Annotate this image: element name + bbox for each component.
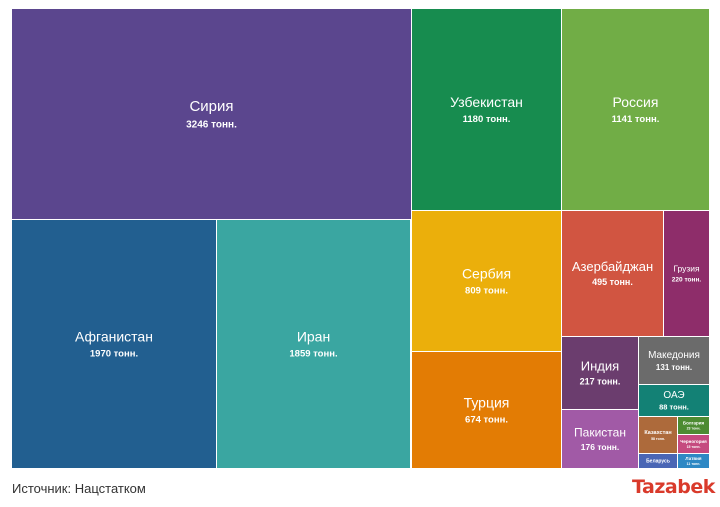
- treemap-tile: [639, 337, 709, 384]
- tile-label: Пакистан: [574, 425, 626, 439]
- tile-value-label: 23 тонн.: [687, 427, 701, 431]
- tile-label: Македония: [648, 350, 700, 361]
- tile-label: Казахстан: [644, 430, 671, 436]
- tile-value-label: 131 тонн.: [656, 363, 692, 372]
- tile-label: Сирия: [189, 98, 233, 115]
- tile-value-label: 3246 тонн.: [186, 119, 237, 130]
- tile-value-label: 809 тонн.: [465, 285, 508, 296]
- tile-value-label: 674 тонн.: [465, 414, 508, 425]
- tile-value-label: 495 тонн.: [592, 277, 633, 287]
- treemap-tile: [562, 337, 638, 409]
- tile-label: Иран: [297, 328, 330, 344]
- treemap-tile: [562, 9, 709, 210]
- tile-label: Беларусь: [646, 459, 670, 465]
- treemap-tile: [12, 9, 411, 219]
- treemap-tile: [562, 410, 638, 468]
- tile-label: Узбекистан: [450, 94, 523, 110]
- tile-value-label: 15 тонн.: [687, 445, 701, 449]
- treemap-tile: [664, 211, 709, 336]
- tile-label: Латвия: [685, 456, 702, 461]
- treemap-tile: [639, 385, 709, 416]
- treemap-tile: [678, 417, 709, 434]
- tile-label: Грузия: [673, 263, 700, 273]
- tile-value-label: 1859 тонн.: [289, 348, 337, 359]
- tile-value-label: 58 тонн.: [651, 437, 665, 441]
- tile-label: Сербия: [462, 265, 511, 281]
- tile-value-label: 217 тонн.: [580, 377, 621, 387]
- treemap-tile: [639, 417, 677, 453]
- tile-label: Афганистан: [75, 328, 153, 344]
- tile-label: Турция: [464, 394, 510, 410]
- treemap-tile: [639, 454, 677, 468]
- tile-label: Болгария: [683, 420, 705, 425]
- treemap-tile: [217, 220, 410, 468]
- treemap-chart: Сирия 3246 тонн. Узбекистан 1180 тонн. Росси…: [12, 9, 709, 468]
- tile-label: Черногория: [680, 439, 707, 444]
- tazabek-logo: Tazabek: [632, 476, 715, 498]
- tile-value-label: 1180 тонн.: [463, 114, 511, 125]
- treemap-tile: [412, 211, 561, 351]
- treemap-tile: [678, 435, 709, 453]
- treemap-tile: [678, 454, 709, 468]
- tile-label: ОАЭ: [663, 390, 684, 401]
- tile-value-label: 88 тонн.: [659, 403, 689, 412]
- tile-label: Азербайджан: [572, 259, 653, 274]
- tile-value-label: 1141 тонн.: [612, 114, 660, 125]
- tile-label: Россия: [613, 94, 659, 110]
- tile-value-label: 11 тонн.: [687, 462, 701, 466]
- treemap-tile: [412, 9, 561, 210]
- tile-value-label: 176 тонн.: [581, 442, 619, 452]
- treemap-tile: [412, 352, 561, 468]
- treemap-tile: [12, 220, 216, 468]
- tile-value-label: 220 тонн.: [672, 276, 702, 283]
- tile-value-label: 1970 тонн.: [90, 348, 138, 359]
- treemap-tile: [562, 211, 663, 336]
- source-note: Источник: Нацстатком: [12, 481, 146, 496]
- tile-label: Индия: [581, 358, 619, 373]
